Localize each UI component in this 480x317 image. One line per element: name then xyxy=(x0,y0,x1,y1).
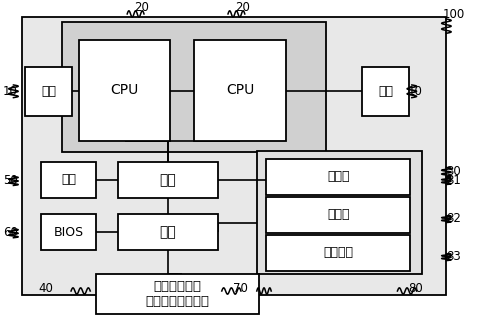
Text: 30: 30 xyxy=(446,165,461,178)
Text: CPU: CPU xyxy=(226,83,254,97)
Text: 外围扩展设备: 外围扩展设备 xyxy=(154,280,202,293)
Bar xyxy=(266,235,410,271)
Text: 存储器: 存储器 xyxy=(327,170,349,183)
Bar xyxy=(41,162,96,198)
Text: 显示模块: 显示模块 xyxy=(324,246,353,259)
Bar xyxy=(22,17,446,295)
Bar xyxy=(25,67,72,116)
Text: 内存: 内存 xyxy=(378,85,394,98)
Text: 70: 70 xyxy=(233,282,247,295)
Bar xyxy=(118,162,218,198)
Text: 20: 20 xyxy=(235,1,250,15)
Bar xyxy=(96,274,259,314)
Text: 内存: 内存 xyxy=(41,85,56,98)
Bar xyxy=(362,67,409,116)
Text: 83: 83 xyxy=(446,249,461,263)
Text: 100: 100 xyxy=(443,8,465,21)
Bar xyxy=(257,151,422,274)
Text: 50: 50 xyxy=(3,173,18,187)
Bar xyxy=(266,197,410,233)
Text: 10: 10 xyxy=(3,85,18,98)
Text: BIOS: BIOS xyxy=(53,226,84,239)
Text: 20: 20 xyxy=(134,1,149,15)
Text: 82: 82 xyxy=(446,211,461,225)
Bar xyxy=(118,214,218,250)
Text: （硬盘、显卡等）: （硬盘、显卡等） xyxy=(145,295,210,308)
Text: CPU: CPU xyxy=(111,83,139,97)
Text: 60: 60 xyxy=(3,226,18,239)
Text: 外设: 外设 xyxy=(61,173,76,186)
Text: 81: 81 xyxy=(446,173,461,187)
Bar xyxy=(41,214,96,250)
Bar xyxy=(266,158,410,195)
Text: 控制器: 控制器 xyxy=(327,208,349,221)
Text: 南桥: 南桥 xyxy=(160,225,176,239)
Bar xyxy=(194,40,286,141)
Text: 40: 40 xyxy=(38,282,53,295)
Text: 10: 10 xyxy=(408,85,422,98)
Text: 北桥: 北桥 xyxy=(160,173,176,187)
Bar xyxy=(79,40,170,141)
Text: 80: 80 xyxy=(408,282,422,295)
Bar xyxy=(62,22,326,152)
